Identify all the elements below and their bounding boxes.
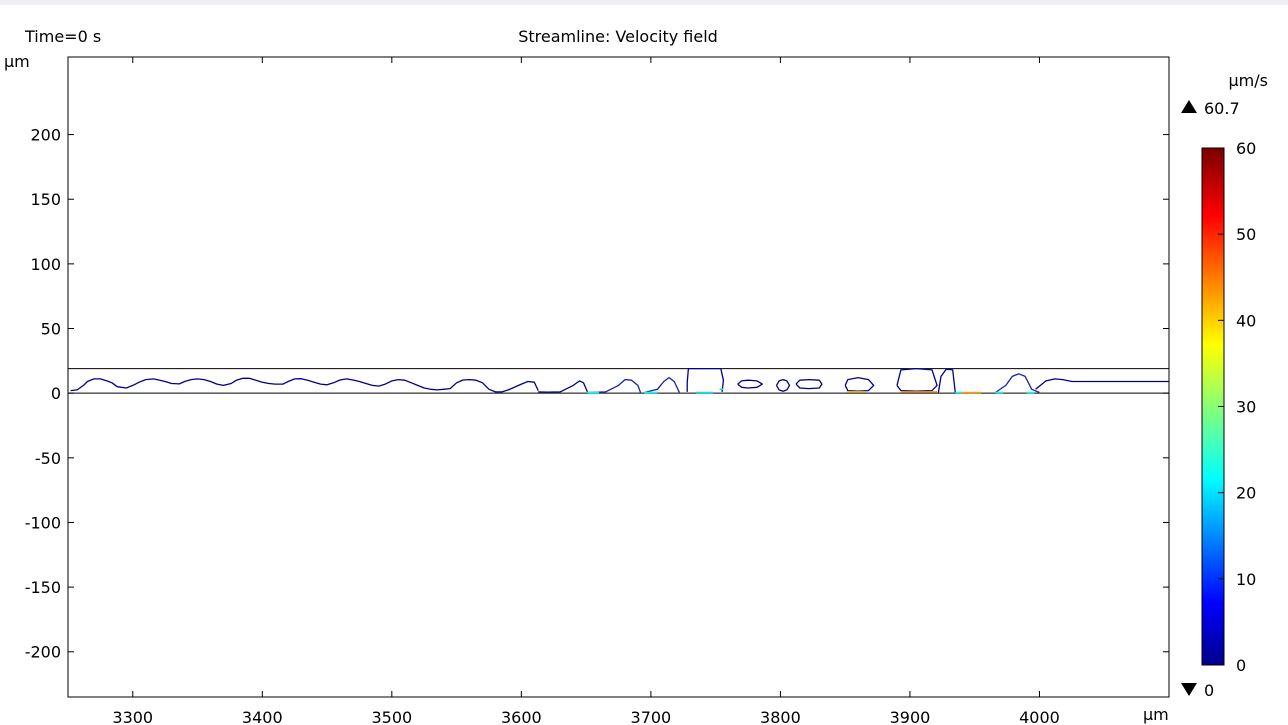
y-tick-label: -50 [35, 449, 61, 468]
colorbar-tick-label: 40 [1236, 311, 1256, 330]
x-tick-label: 4000 [1019, 708, 1060, 725]
x-axis: 3300 3400 3500 3600 3700 3800 3900 4000 [112, 57, 1060, 725]
streamline-small-loop-1 [737, 379, 763, 389]
streamline-outlet [1035, 378, 1169, 390]
y-tick-label: -100 [25, 513, 61, 532]
y-tick-label: -200 [25, 643, 61, 662]
time-label: Time=0 s [24, 27, 101, 46]
plot-title: Streamline: Velocity field [518, 27, 718, 46]
colorbar-tick-label: 10 [1236, 570, 1256, 589]
colorbar-tick-label: 20 [1236, 484, 1256, 503]
plot-frame [67, 56, 1170, 698]
colorbar-max-label: 60.7 [1204, 99, 1240, 118]
y-tick-label: 200 [30, 126, 61, 145]
min-triangle-icon [1181, 683, 1197, 696]
velocity-highlights [587, 388, 1035, 394]
x-tick-label: 3700 [631, 708, 672, 725]
colorbar-tick-label: 30 [1236, 398, 1256, 417]
x-axis-unit: μm [1143, 705, 1169, 724]
y-tick-label: 0 [51, 384, 61, 403]
streamline-bump-3984 [995, 373, 1040, 394]
colorbar-unit: μm/s [1229, 71, 1269, 90]
streamline-wavy-left [70, 377, 490, 392]
max-triangle-icon [1181, 100, 1197, 113]
y-tick-label: 100 [30, 255, 61, 274]
colorbar-min-label: 0 [1204, 681, 1214, 700]
colorbar-tick-label: 50 [1236, 225, 1256, 244]
streamline-small-loop-2 [775, 378, 791, 392]
streamline-mid-loop-1 [844, 376, 875, 392]
streamline-low-wave-2 [538, 380, 588, 393]
y-tick-label: 150 [30, 190, 61, 209]
x-tick-label: 3300 [112, 708, 153, 725]
streamlines [70, 367, 1169, 394]
streamline-bump-3680 [587, 378, 642, 394]
colorbar-tick-label: 0 [1236, 656, 1246, 675]
streamline-right-arc [937, 368, 956, 393]
y-tick-label: 50 [41, 320, 61, 339]
streamline-mid-loop-2 [896, 367, 938, 392]
top-strip [0, 0, 1288, 5]
x-tick-label: 3900 [890, 708, 931, 725]
streamline-low-wave-1 [488, 380, 539, 393]
colorbar-tick-label: 60 [1236, 139, 1256, 158]
x-tick-label: 3800 [760, 708, 801, 725]
streamline-tall-loop [686, 367, 725, 392]
x-tick-label: 3600 [501, 708, 542, 725]
y-tick-label: -150 [25, 578, 61, 597]
x-tick-label: 3500 [371, 708, 412, 725]
y-axis: 200 150 100 50 0 -50 -100 -150 -200 [25, 126, 1169, 662]
streamline-small-loop-3 [795, 378, 823, 390]
y-axis-unit: μm [4, 52, 30, 71]
colorbar: μm/s 60.7 60 50 40 30 20 10 0 0 [1181, 71, 1268, 700]
streamline-bump-3714 [644, 376, 680, 394]
x-tick-label: 3400 [242, 708, 283, 725]
